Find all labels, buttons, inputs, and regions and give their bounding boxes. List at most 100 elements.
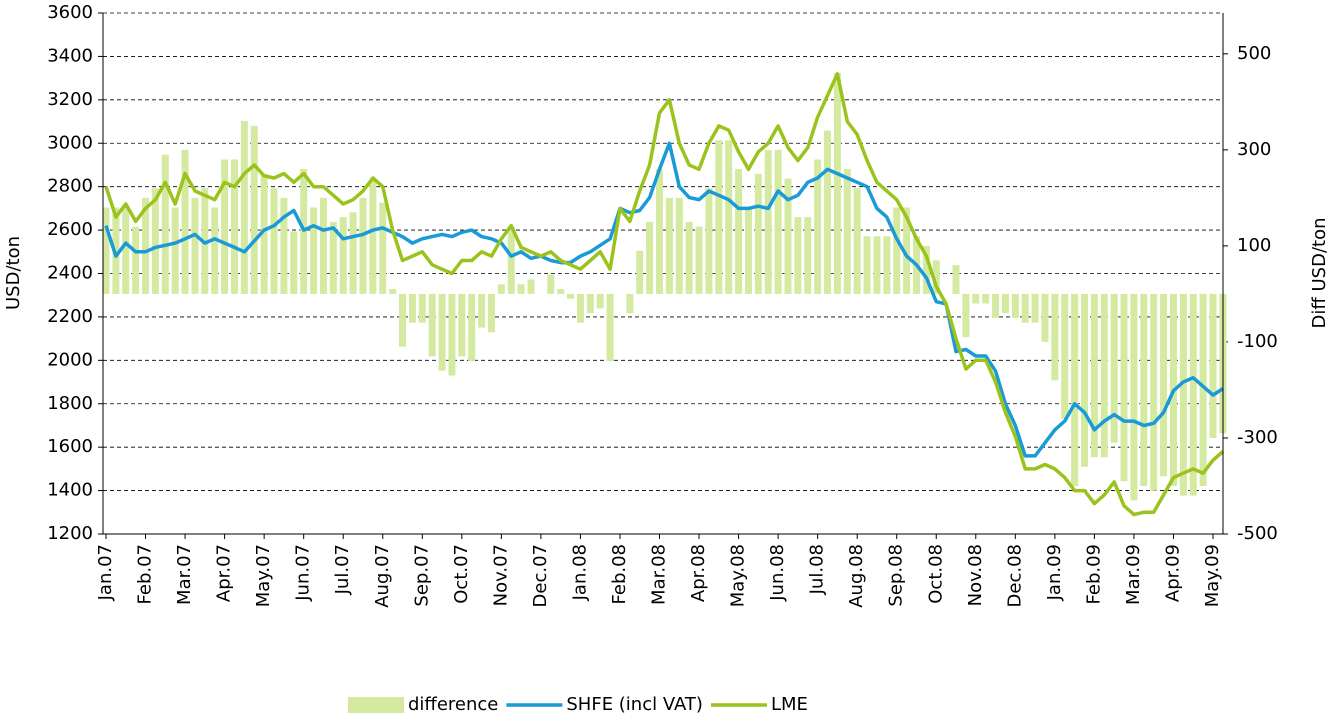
bar — [1051, 293, 1059, 381]
bar — [586, 293, 594, 314]
y-tick-label: 3600 — [47, 2, 93, 23]
bar — [1031, 293, 1039, 323]
bar — [359, 197, 367, 294]
bar — [1179, 293, 1187, 496]
bar — [685, 221, 693, 294]
x-tick-label: Jul.07 — [332, 544, 353, 595]
bar — [754, 173, 762, 294]
y-axis-label: USD/ton — [3, 236, 24, 310]
bar — [260, 173, 268, 294]
bar — [527, 279, 535, 294]
x-tick-label: Oct.08 — [925, 544, 946, 604]
bar — [408, 293, 416, 323]
y-tick-label: 3000 — [47, 132, 93, 153]
x-tick-label: Oct.07 — [451, 544, 472, 604]
bar — [151, 188, 159, 294]
x-tick-label: Apr.09 — [1162, 544, 1183, 602]
bar — [369, 178, 377, 294]
bar — [161, 154, 169, 294]
bar — [606, 293, 614, 362]
bar — [132, 226, 140, 294]
bar — [270, 188, 278, 294]
bar — [665, 197, 673, 294]
bar — [1130, 293, 1138, 501]
legend-label: SHFE (incl VAT) — [566, 694, 703, 715]
x-tick-label: Nov.08 — [965, 544, 986, 606]
x-tick-label: Feb.07 — [135, 544, 156, 605]
bar — [230, 159, 238, 294]
bar — [211, 207, 219, 294]
bar — [142, 197, 150, 294]
x-tick-label: Sep.07 — [411, 544, 432, 607]
legend-swatch — [348, 697, 404, 713]
bar — [596, 293, 604, 309]
x-tick-label: Sep.08 — [886, 544, 907, 607]
y2-tick-label: 300 — [1237, 139, 1271, 160]
bar — [448, 293, 456, 376]
y-tick-label: 1400 — [47, 480, 93, 501]
bar — [873, 236, 881, 294]
bar — [972, 293, 980, 304]
bar — [438, 293, 446, 371]
bar — [863, 236, 871, 294]
bar — [1160, 293, 1168, 477]
x-tick-label: Mar.09 — [1123, 544, 1144, 605]
bar — [319, 197, 327, 294]
bar — [1071, 293, 1079, 486]
x-tick-label: Mar.08 — [649, 544, 670, 605]
bar — [339, 217, 347, 294]
x-tick-label: Apr.08 — [688, 544, 709, 602]
bar — [853, 188, 861, 294]
bar — [240, 121, 248, 294]
y2-tick-label: 100 — [1237, 235, 1271, 256]
bar — [458, 293, 466, 357]
line — [104, 141, 1224, 458]
y2-tick-label: -100 — [1237, 331, 1278, 352]
bar — [744, 207, 752, 294]
bar — [329, 221, 337, 294]
x-tick-label: May.08 — [728, 544, 749, 607]
bar — [379, 202, 387, 294]
bar — [1041, 293, 1049, 342]
bar — [1001, 293, 1009, 314]
bar — [715, 140, 723, 294]
bar — [1011, 293, 1019, 318]
x-tick-label: May.07 — [253, 544, 274, 607]
bar — [1021, 293, 1029, 323]
bar — [636, 250, 644, 294]
bar — [656, 169, 663, 294]
legend-label: difference — [408, 694, 498, 715]
bar — [695, 226, 703, 294]
x-tick-label: Jan.09 — [1044, 544, 1065, 601]
y-tick-label: 3200 — [47, 89, 93, 110]
bar — [310, 207, 318, 294]
bar — [181, 149, 189, 294]
y-tick-label: 2400 — [47, 263, 93, 284]
bar — [567, 293, 575, 299]
bar — [349, 212, 357, 294]
x-tick-label: Mar.07 — [174, 544, 195, 605]
bar — [478, 293, 486, 328]
bar — [280, 197, 288, 294]
x-tick-label: Feb.09 — [1083, 544, 1104, 605]
x-tick-label: Jan.08 — [569, 544, 590, 601]
bar — [1100, 293, 1108, 458]
bar — [576, 293, 584, 323]
bar — [290, 231, 298, 294]
bar — [1189, 293, 1197, 496]
bar — [557, 289, 565, 294]
bar — [794, 217, 802, 294]
bar — [675, 197, 683, 294]
y-tick-label: 1800 — [47, 393, 93, 414]
bar — [804, 217, 812, 294]
bar — [547, 274, 555, 294]
bar — [833, 73, 841, 294]
bar — [1081, 293, 1089, 467]
y-tick-label: 1600 — [47, 436, 93, 457]
bar — [626, 293, 634, 314]
bar — [418, 293, 426, 323]
line — [104, 72, 1225, 517]
bar — [171, 207, 179, 294]
x-tick-label: Dec.08 — [1004, 544, 1025, 607]
